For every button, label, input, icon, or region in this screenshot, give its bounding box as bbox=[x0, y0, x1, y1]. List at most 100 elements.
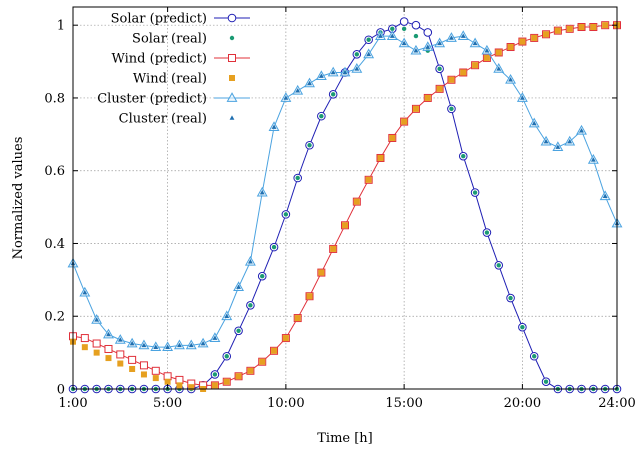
data-point bbox=[520, 324, 525, 330]
data-point bbox=[247, 367, 254, 374]
data-point bbox=[399, 17, 409, 26]
data-point bbox=[412, 105, 419, 112]
data-point bbox=[128, 355, 137, 364]
data-point bbox=[543, 139, 549, 144]
series-layer bbox=[67, 17, 623, 394]
data-point bbox=[495, 49, 502, 56]
data-point bbox=[259, 358, 266, 365]
data-point bbox=[306, 293, 313, 300]
legend-marker bbox=[229, 35, 235, 41]
data-point bbox=[224, 354, 229, 359]
legend-item: Solar (predict) bbox=[111, 12, 250, 27]
data-point bbox=[543, 31, 550, 38]
data-point bbox=[508, 295, 513, 301]
data-point bbox=[519, 95, 525, 100]
data-point bbox=[602, 22, 609, 29]
data-point bbox=[461, 153, 466, 159]
data-point bbox=[484, 230, 490, 235]
data-point bbox=[211, 382, 218, 389]
data-point bbox=[554, 27, 561, 34]
data-point bbox=[411, 20, 421, 30]
data-point bbox=[496, 263, 501, 268]
data-point bbox=[401, 118, 408, 125]
data-point bbox=[165, 344, 171, 349]
legend: Solar (predict) Solar (real) Wind (predict… bbox=[97, 12, 250, 127]
legend-label: Wind (predict) bbox=[112, 52, 207, 67]
legend-label: Cluster (real) bbox=[119, 112, 207, 127]
legend-marker bbox=[226, 92, 238, 102]
data-point bbox=[92, 339, 101, 348]
data-point bbox=[460, 69, 467, 76]
legend-label: Wind (real) bbox=[133, 72, 207, 87]
data-point bbox=[141, 342, 147, 348]
data-point bbox=[602, 193, 608, 198]
data-point bbox=[543, 379, 549, 384]
data-point bbox=[532, 354, 537, 359]
data-point bbox=[472, 190, 478, 195]
data-point bbox=[152, 375, 159, 382]
legend-label: Solar (predict) bbox=[111, 12, 207, 27]
y-tick-label: 0.2 bbox=[44, 310, 65, 325]
data-point bbox=[413, 48, 419, 53]
data-point bbox=[177, 342, 182, 348]
data-point bbox=[271, 124, 277, 129]
data-point bbox=[117, 360, 124, 367]
data-point bbox=[153, 344, 159, 349]
data-point bbox=[307, 80, 312, 86]
data-point bbox=[271, 347, 278, 354]
data-point bbox=[175, 375, 184, 384]
data-point bbox=[200, 340, 206, 346]
grid-lines bbox=[73, 7, 617, 389]
legend-marker bbox=[227, 13, 237, 23]
data-point bbox=[295, 175, 300, 181]
data-point bbox=[106, 331, 111, 337]
data-point bbox=[401, 26, 407, 32]
x-tick-label: 1:00 bbox=[58, 396, 87, 411]
data-point bbox=[460, 33, 466, 38]
data-point bbox=[294, 315, 301, 322]
data-point bbox=[129, 340, 135, 346]
legend-item: Solar (real) bbox=[132, 32, 235, 47]
y-tick-label: 0 bbox=[57, 383, 65, 398]
x-tick-label: 5:00 bbox=[153, 396, 182, 411]
data-point bbox=[472, 40, 478, 46]
data-point bbox=[353, 198, 360, 205]
data-point bbox=[484, 48, 490, 53]
legend-marker bbox=[229, 75, 235, 81]
legend-marker bbox=[229, 115, 235, 120]
data-point bbox=[163, 372, 172, 381]
data-point bbox=[365, 176, 372, 183]
x-tick-label: 15:00 bbox=[385, 396, 422, 411]
data-point bbox=[93, 349, 100, 356]
data-point bbox=[507, 44, 514, 51]
data-point bbox=[307, 143, 312, 148]
data-point bbox=[236, 284, 241, 289]
data-point bbox=[318, 269, 325, 276]
data-point bbox=[82, 289, 88, 295]
data-point bbox=[282, 335, 289, 342]
data-point bbox=[318, 73, 324, 78]
data-point bbox=[212, 335, 218, 340]
data-point bbox=[319, 113, 324, 119]
y-tick-label: 0.8 bbox=[44, 91, 65, 106]
data-point bbox=[283, 212, 289, 217]
x-tick-label: 20:00 bbox=[504, 396, 541, 411]
data-point bbox=[590, 157, 596, 162]
plot-frame bbox=[72, 6, 618, 390]
data-point bbox=[413, 33, 419, 39]
data-point bbox=[164, 378, 171, 385]
data-point bbox=[567, 139, 573, 144]
data-point bbox=[423, 28, 433, 37]
data-point bbox=[342, 222, 348, 229]
data-point bbox=[472, 62, 479, 69]
data-point bbox=[80, 334, 89, 343]
data-point bbox=[260, 274, 265, 279]
data-point bbox=[188, 384, 195, 391]
y-axis-title: Normalized values bbox=[11, 137, 26, 260]
data-point bbox=[377, 154, 384, 161]
data-point bbox=[129, 365, 136, 372]
data-point bbox=[283, 95, 289, 100]
data-point bbox=[401, 40, 407, 46]
series-cluster-real bbox=[70, 33, 620, 349]
legend-label: Cluster (predict) bbox=[97, 92, 207, 107]
